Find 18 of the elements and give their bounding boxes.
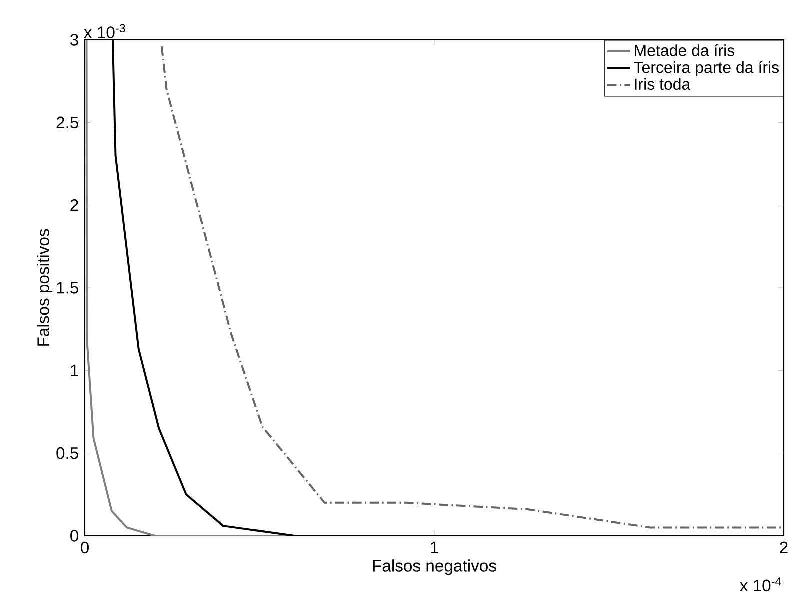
legend-label: Metade da íris [635, 44, 735, 56]
x-tick-label: 0 [81, 542, 89, 554]
y-tick-label: 0 [70, 530, 79, 542]
x-tick-label: 2 [780, 542, 788, 554]
legend-label: Terceira parte da íris [634, 61, 779, 76]
line-series [160, 46, 784, 529]
text: x 10$^{-4}$ [740, 578, 782, 592]
legend-label: Iris toda [635, 78, 691, 90]
text: x 10$^{-3}$ [84, 24, 126, 38]
y-tick-label: 2.5 [56, 116, 78, 129]
y-tick-label: 1 [71, 364, 78, 376]
y-tick-label: 3 [70, 34, 78, 46]
x-tick-label: 1 [431, 542, 438, 554]
y-tick-label: 2 [70, 200, 78, 212]
y-axis-title: Falsos positivos [37, 229, 53, 346]
y-tick-label: 0.5 [56, 447, 78, 460]
y-tick-label: 1.5 [57, 282, 78, 294]
x-axis-title: Falsos negativos [373, 560, 496, 576]
